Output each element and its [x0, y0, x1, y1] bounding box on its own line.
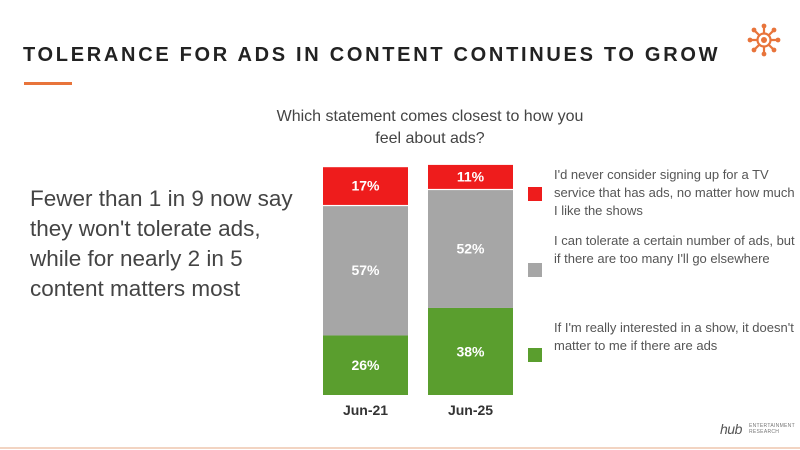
- bar-segment: [428, 190, 513, 308]
- brand-subtitle: ENTERTAINMENT RESEARCH: [749, 423, 795, 435]
- legend-label: If I'm really interested in a show, it d…: [554, 320, 794, 353]
- legend-label: I'd never consider signing up for a TV s…: [554, 167, 795, 218]
- brand-subtitle-line-1: ENTERTAINMENT: [749, 423, 795, 429]
- bar-value-label: 52%: [456, 240, 485, 256]
- bar-segment: [428, 307, 513, 395]
- bar-value-label: 38%: [456, 343, 485, 359]
- bar-value-label: 57%: [351, 262, 380, 278]
- network-hub-icon: [747, 23, 781, 57]
- bar-segment: [428, 164, 513, 189]
- bar-segment: [323, 206, 408, 336]
- category-tick-label: Jun-21: [343, 402, 388, 418]
- bar-value-label: 26%: [351, 357, 380, 373]
- legend-label: I can tolerate a certain number of ads, …: [554, 233, 795, 266]
- bottom-divider: [0, 447, 800, 449]
- legend-swatch: [528, 187, 542, 201]
- key-takeaway-text: Fewer than 1 in 9 now say they won't tol…: [30, 186, 293, 301]
- category-tick-label: Jun-25: [448, 402, 493, 418]
- bar-value-label: 11%: [457, 168, 485, 184]
- bar-segment: [323, 167, 408, 205]
- brand-subtitle-line-2: RESEARCH: [749, 429, 780, 435]
- brand-name: hub: [720, 421, 742, 437]
- legend-swatch: [528, 348, 542, 362]
- chart-title: Which statement comes closest to how you…: [276, 108, 584, 147]
- legend-swatch: [528, 263, 542, 277]
- bar-segment: [323, 335, 408, 395]
- page-title: TOLERANCE FOR ADS IN CONTENT CONTINUES T…: [23, 44, 721, 66]
- title-accent-underline: [24, 82, 72, 85]
- bar-value-label: 17%: [351, 177, 380, 193]
- brand-logo: hub ENTERTAINMENT RESEARCH: [720, 421, 795, 441]
